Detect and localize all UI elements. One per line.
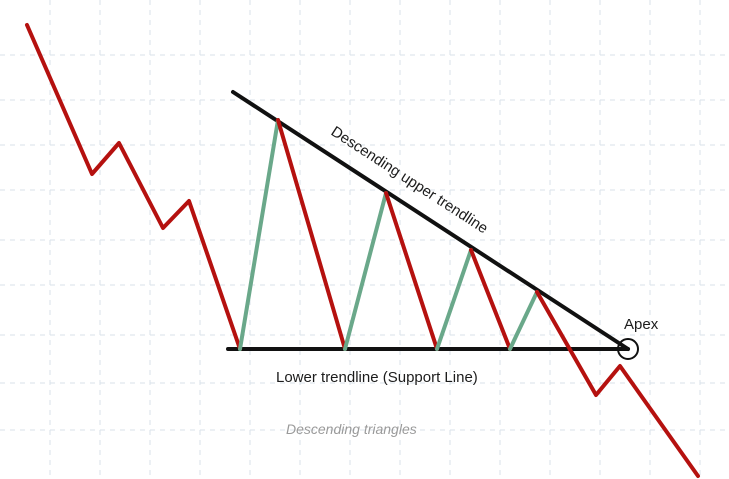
upper-trendline-label: Descending upper trendline [328, 123, 491, 237]
apex-label: Apex [624, 316, 659, 333]
price-leg-up [343, 191, 388, 351]
price-leg-down [25, 23, 242, 351]
price-leg-down [384, 191, 439, 351]
upper-trendline [231, 90, 630, 351]
price-leg-down [469, 248, 512, 351]
circle-marker-icon [617, 338, 639, 360]
price-leg-breakdown [535, 290, 700, 478]
diagram-caption: Descending triangles [286, 421, 417, 437]
price-leg-down [276, 118, 347, 351]
price-leg-up [435, 248, 473, 351]
price-leg-up [238, 118, 280, 351]
lower-trendline-label: Lower trendline (Support Line) [276, 369, 478, 386]
price-path [25, 23, 700, 478]
price-leg-up [508, 290, 539, 351]
